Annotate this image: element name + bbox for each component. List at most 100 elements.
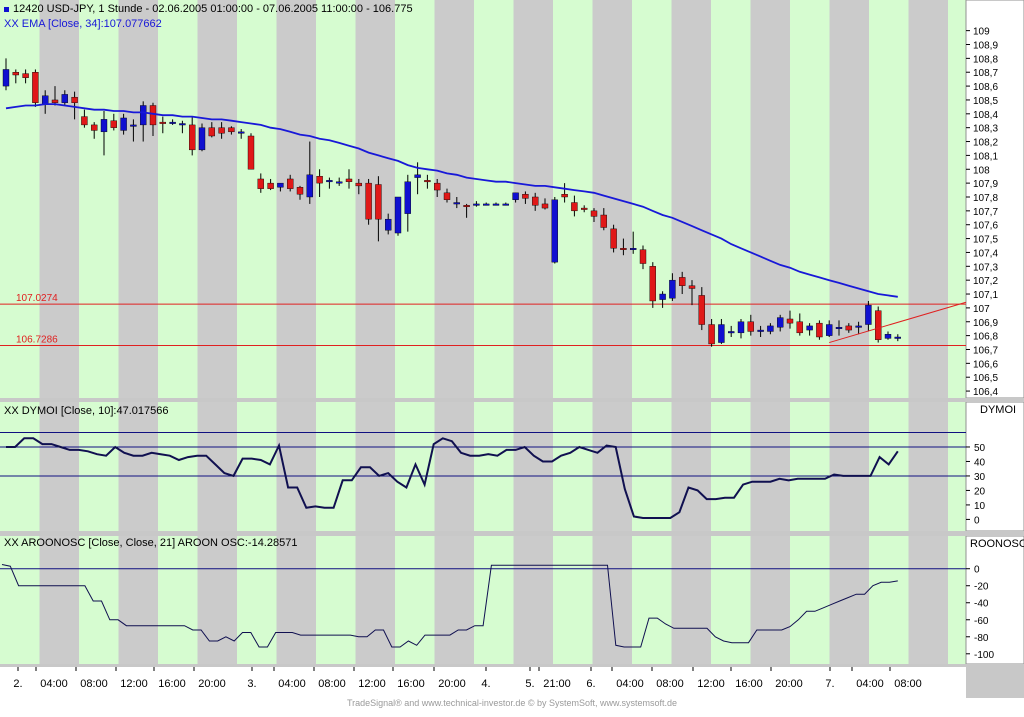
aroon-tick-label: -20 xyxy=(974,582,989,593)
candle xyxy=(453,196,460,209)
background-band xyxy=(276,402,316,531)
candle-body xyxy=(669,279,676,299)
candle-body xyxy=(179,123,186,126)
price-tick-label: 106,6 xyxy=(973,359,998,370)
background-band xyxy=(39,402,79,531)
candle-body xyxy=(728,331,735,334)
candle xyxy=(483,202,490,206)
candle xyxy=(767,323,774,335)
candle xyxy=(198,123,206,152)
candle-body xyxy=(826,324,833,336)
dymoi-tick-label: 50 xyxy=(974,443,986,454)
background-band xyxy=(395,536,435,664)
candle xyxy=(434,178,441,197)
price-tick-label: 108,5 xyxy=(973,96,998,107)
candle-body xyxy=(688,285,696,289)
candle-body xyxy=(139,105,147,126)
candle-body xyxy=(228,127,235,133)
price-tick-label: 108,1 xyxy=(973,151,998,162)
dymoi-label: XX DYMOI [Close, 10]:47.017566 xyxy=(4,405,169,417)
candle xyxy=(894,334,901,342)
candle xyxy=(159,116,167,134)
background-band xyxy=(632,0,672,398)
price-tick-label: 108 xyxy=(973,165,990,176)
price-tick-label: 107,1 xyxy=(973,290,998,301)
candle-body xyxy=(786,318,794,324)
dymoi-axis-tag: DYMOI xyxy=(980,404,1017,416)
price-tick-label: 108,8 xyxy=(973,54,998,65)
candle xyxy=(336,177,343,186)
time-tick-label: 16:00 xyxy=(397,678,425,690)
time-tick-label: 12:00 xyxy=(358,678,386,690)
candle-body xyxy=(12,72,20,76)
candle-body xyxy=(296,187,304,195)
candle xyxy=(139,101,147,142)
candle xyxy=(816,320,823,340)
background-band xyxy=(750,536,790,664)
background-band xyxy=(197,536,237,664)
candle-body xyxy=(551,199,558,263)
candle-body xyxy=(375,184,382,220)
candle xyxy=(257,173,264,193)
candle xyxy=(777,314,784,332)
time-tick-label: 21:00 xyxy=(543,678,571,690)
candle-body xyxy=(443,192,451,200)
candle-body xyxy=(237,131,245,134)
candle-body xyxy=(345,178,353,182)
aroon-tick-label: -100 xyxy=(974,650,994,661)
price-panel: 107.0274 106.7286 xyxy=(0,58,967,347)
candle-body xyxy=(747,321,754,332)
candle xyxy=(875,306,882,343)
background-band xyxy=(711,0,751,398)
candle xyxy=(316,169,323,197)
candle xyxy=(306,141,313,204)
candle xyxy=(826,320,833,338)
background-band xyxy=(158,536,198,664)
candle-body xyxy=(394,196,402,234)
time-tick-label: 20:00 xyxy=(438,678,466,690)
candle-body xyxy=(404,181,411,214)
candle-body xyxy=(188,124,196,151)
candle-body xyxy=(2,69,10,87)
candle xyxy=(32,69,39,107)
candle-body xyxy=(218,127,225,134)
background-band xyxy=(671,0,711,398)
candle-body xyxy=(434,182,441,191)
candle-body xyxy=(385,218,392,231)
background-band xyxy=(395,0,435,398)
candle xyxy=(473,201,480,207)
candle xyxy=(630,231,637,254)
candle-body xyxy=(90,124,98,131)
candle xyxy=(355,178,362,195)
time-tick-label: 08:00 xyxy=(80,678,108,690)
background-band xyxy=(948,402,966,531)
background-band xyxy=(474,0,514,398)
price-tick-label: 108,3 xyxy=(973,124,998,135)
candle xyxy=(51,86,59,106)
candle xyxy=(541,198,549,210)
background-band xyxy=(632,536,672,664)
background-band xyxy=(276,536,316,664)
price-tick-label: 107,4 xyxy=(973,248,998,259)
background-band xyxy=(553,536,593,664)
background-band xyxy=(671,402,711,531)
candle xyxy=(12,69,20,84)
background-band xyxy=(39,0,79,398)
candle-body xyxy=(718,324,725,343)
candle xyxy=(718,318,725,344)
candle-body xyxy=(169,121,176,124)
background-band xyxy=(711,536,751,664)
price-tick-label: 106,7 xyxy=(973,345,998,356)
candle xyxy=(659,291,666,308)
dymoi-panel xyxy=(0,431,966,519)
candle xyxy=(120,113,127,135)
price-tick-label: 107,8 xyxy=(973,193,998,204)
price-tick-label: 108,4 xyxy=(973,110,998,121)
candle xyxy=(267,178,274,191)
candle-body xyxy=(884,334,892,339)
candle xyxy=(287,174,294,192)
candle xyxy=(698,287,705,331)
ema-line xyxy=(5,103,898,298)
candle xyxy=(786,310,794,329)
